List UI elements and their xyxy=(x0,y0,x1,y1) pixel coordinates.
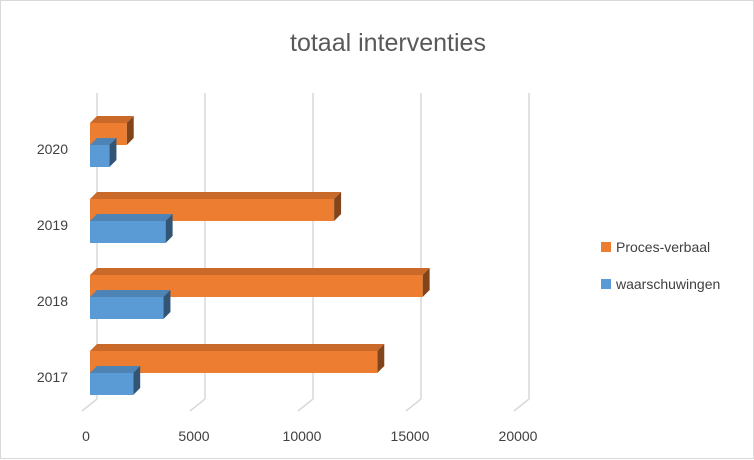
bar-proces-verbaal-2019-side xyxy=(334,192,342,221)
x-tick-label: 20000 xyxy=(499,428,538,444)
bar-waarschuwingen-2020-top xyxy=(90,138,117,145)
y-tick-label: 2020 xyxy=(37,141,68,157)
gridline-floor xyxy=(513,398,530,412)
bar-waarschuwingen-2018 xyxy=(90,297,164,319)
bar-waarschuwingen-2018-side xyxy=(163,290,171,319)
x-tick-label: 0 xyxy=(82,428,90,444)
x-tick-label: 10000 xyxy=(283,428,322,444)
chart-title: totaal interventies xyxy=(290,29,486,57)
bar-proces-verbaal-2017 xyxy=(90,351,378,373)
y-tick-label: 2017 xyxy=(37,369,68,385)
bar-proces-verbaal-2017-top xyxy=(90,344,385,351)
bar-waarschuwingen-2019 xyxy=(90,221,166,243)
legend-item-proces-verbaal: Proces-verbaal xyxy=(601,237,720,257)
legend-swatch-proces-verbaal xyxy=(601,242,611,252)
bar-waarschuwingen-2017-top xyxy=(90,366,141,373)
bar-waarschuwingen-2018-top xyxy=(90,290,171,297)
bar-waarschuwingen-2019-top xyxy=(90,214,173,221)
bar-waarschuwingen-2017-side xyxy=(133,366,141,395)
bar-waarschuwingen-2019-side xyxy=(165,214,173,243)
x-tick-label: 15000 xyxy=(391,428,430,444)
bar-proces-verbaal-2017-side xyxy=(377,344,385,373)
bar-proces-verbaal-2019-top xyxy=(90,192,342,199)
bar-proces-verbaal-2018-side xyxy=(422,268,430,297)
bar-waarschuwingen-2020-side xyxy=(109,138,117,167)
bar-proces-verbaal-2020-side xyxy=(126,116,134,145)
bar-proces-verbaal-2018-top xyxy=(90,268,430,275)
bar-proces-verbaal-2018 xyxy=(90,275,423,297)
legend: Proces-verbaal waarschuwingen xyxy=(601,237,720,311)
gridline-floor xyxy=(189,398,206,412)
x-tick-label: 5000 xyxy=(178,428,209,444)
gridline-floor xyxy=(297,398,314,412)
bar-waarschuwingen-2017 xyxy=(90,373,134,395)
bar-waarschuwingen-2020 xyxy=(90,145,110,167)
y-tick-label: 2018 xyxy=(37,293,68,309)
gridline-floor xyxy=(81,398,98,412)
y-tick-label: 2019 xyxy=(37,217,68,233)
bar-proces-verbaal-2020-top xyxy=(90,116,134,123)
legend-label-waarschuwingen: waarschuwingen xyxy=(616,276,721,292)
gridline-floor xyxy=(405,398,422,412)
legend-label-proces-verbaal: Proces-verbaal xyxy=(616,239,711,255)
legend-item-waarschuwingen: waarschuwingen xyxy=(601,274,720,294)
legend-swatch-waarschuwingen xyxy=(601,279,611,289)
